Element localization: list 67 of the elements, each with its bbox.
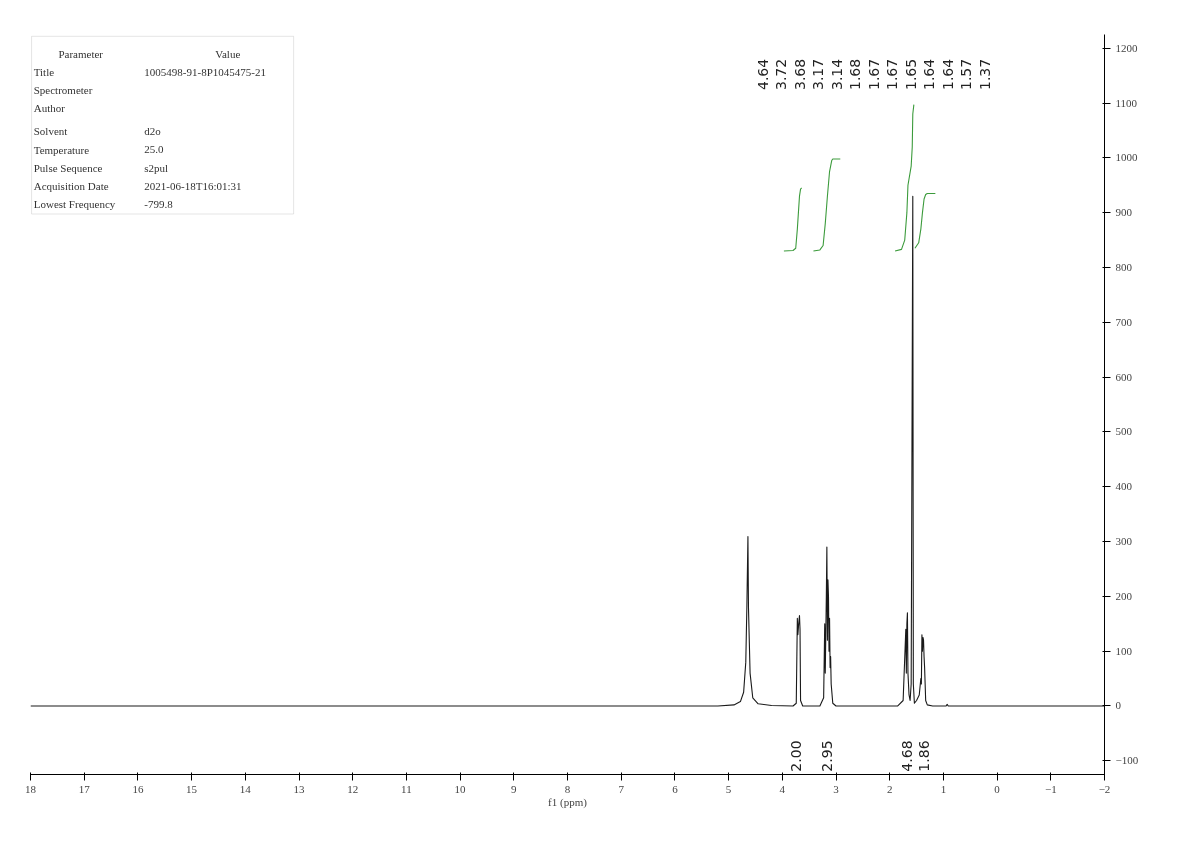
y-tick-label: 800 [1115, 260, 1133, 273]
annotation: 1.67 [865, 58, 882, 90]
x-tick-label: 0 [994, 782, 1001, 795]
annotation: 3.14 [828, 58, 845, 90]
x-tick-label: 9 [511, 782, 518, 795]
x-tick-label: 14 [239, 782, 252, 795]
x-tick-label: 16 [132, 782, 144, 795]
x-tick-label: 18 [25, 782, 37, 795]
x-axis-title: f1 (ppm) [548, 795, 588, 809]
text: Parameter Value [58, 47, 241, 60]
annotation: 3.68 [791, 58, 808, 90]
x-tick-label: 15 [186, 782, 198, 795]
y-tick-label: 600 [1115, 370, 1133, 383]
text: Acquisition Date 2021-06-18T16:01:31 [33, 179, 242, 192]
annotation: 1.57 [958, 58, 975, 90]
annotation: Spectrometer [33, 83, 93, 96]
annotation: 1.64 [939, 58, 956, 90]
x-tick-label: 17 [78, 782, 91, 795]
y-tick-label: 400 [1115, 480, 1133, 493]
line-series [30, 195, 1105, 707]
x-tick-label: 11 [401, 782, 412, 795]
text: Temperature 25.0 [33, 143, 164, 156]
annotation: 4.64 [754, 58, 771, 90]
line-series [812, 158, 841, 252]
text: Pulse Sequence s2pul [33, 161, 169, 174]
y-tick-label: 200 [1115, 589, 1133, 602]
text: Solvent d2o [33, 125, 161, 138]
annotation: 3.17 [810, 58, 827, 90]
y-tick-label: 1200 [1115, 41, 1138, 54]
annotation: Author [33, 101, 66, 114]
x-tick-label: −2 [1098, 782, 1111, 795]
y-tick-label: 0 [1115, 699, 1122, 712]
y-tick-label: 300 [1115, 535, 1133, 548]
x-tick-label: 3 [833, 782, 840, 795]
annotation: 1.68 [847, 58, 864, 90]
y-tick-label: 100 [1115, 644, 1133, 657]
y-tick-label: 700 [1115, 315, 1133, 328]
annotation: 4.68 [899, 740, 916, 772]
text: Lowest Frequency -799.8 [33, 197, 173, 211]
x-tick-label: 4 [779, 782, 786, 795]
x-tick-label: 10 [454, 782, 467, 795]
line-series [914, 192, 936, 249]
y-tick-label: 1000 [1115, 151, 1138, 164]
x-tick-label: 13 [293, 782, 305, 795]
y-tick-label: −100 [1115, 754, 1139, 767]
annotation: 1.65 [902, 58, 919, 90]
annotation: 1.86 [915, 740, 932, 772]
annotation: 3.72 [773, 58, 790, 90]
x-tick-label: 1 [940, 782, 947, 795]
annotation: 1.67 [884, 58, 901, 90]
annotation: 2.00 [788, 740, 805, 772]
x-tick-label: 12 [347, 782, 359, 795]
annotation: 1.37 [976, 58, 993, 90]
annotation: 1.64 [921, 58, 938, 90]
x-tick-label: 8 [564, 782, 571, 795]
annotation: 2.95 [819, 740, 836, 772]
x-tick-label: 7 [618, 782, 625, 795]
y-tick-label: 500 [1115, 425, 1133, 438]
x-tick-label: −1 [1044, 782, 1057, 795]
x-tick-label: 6 [672, 782, 679, 795]
line-series [894, 104, 915, 252]
text: Title 1005498-91-8P1045475-21 [33, 65, 266, 78]
line-series [783, 187, 803, 252]
y-tick-label: 900 [1115, 206, 1133, 219]
y-tick-label: 1100 [1115, 96, 1138, 109]
x-tick-label: 5 [725, 782, 732, 795]
x-tick-label: 2 [886, 782, 893, 795]
